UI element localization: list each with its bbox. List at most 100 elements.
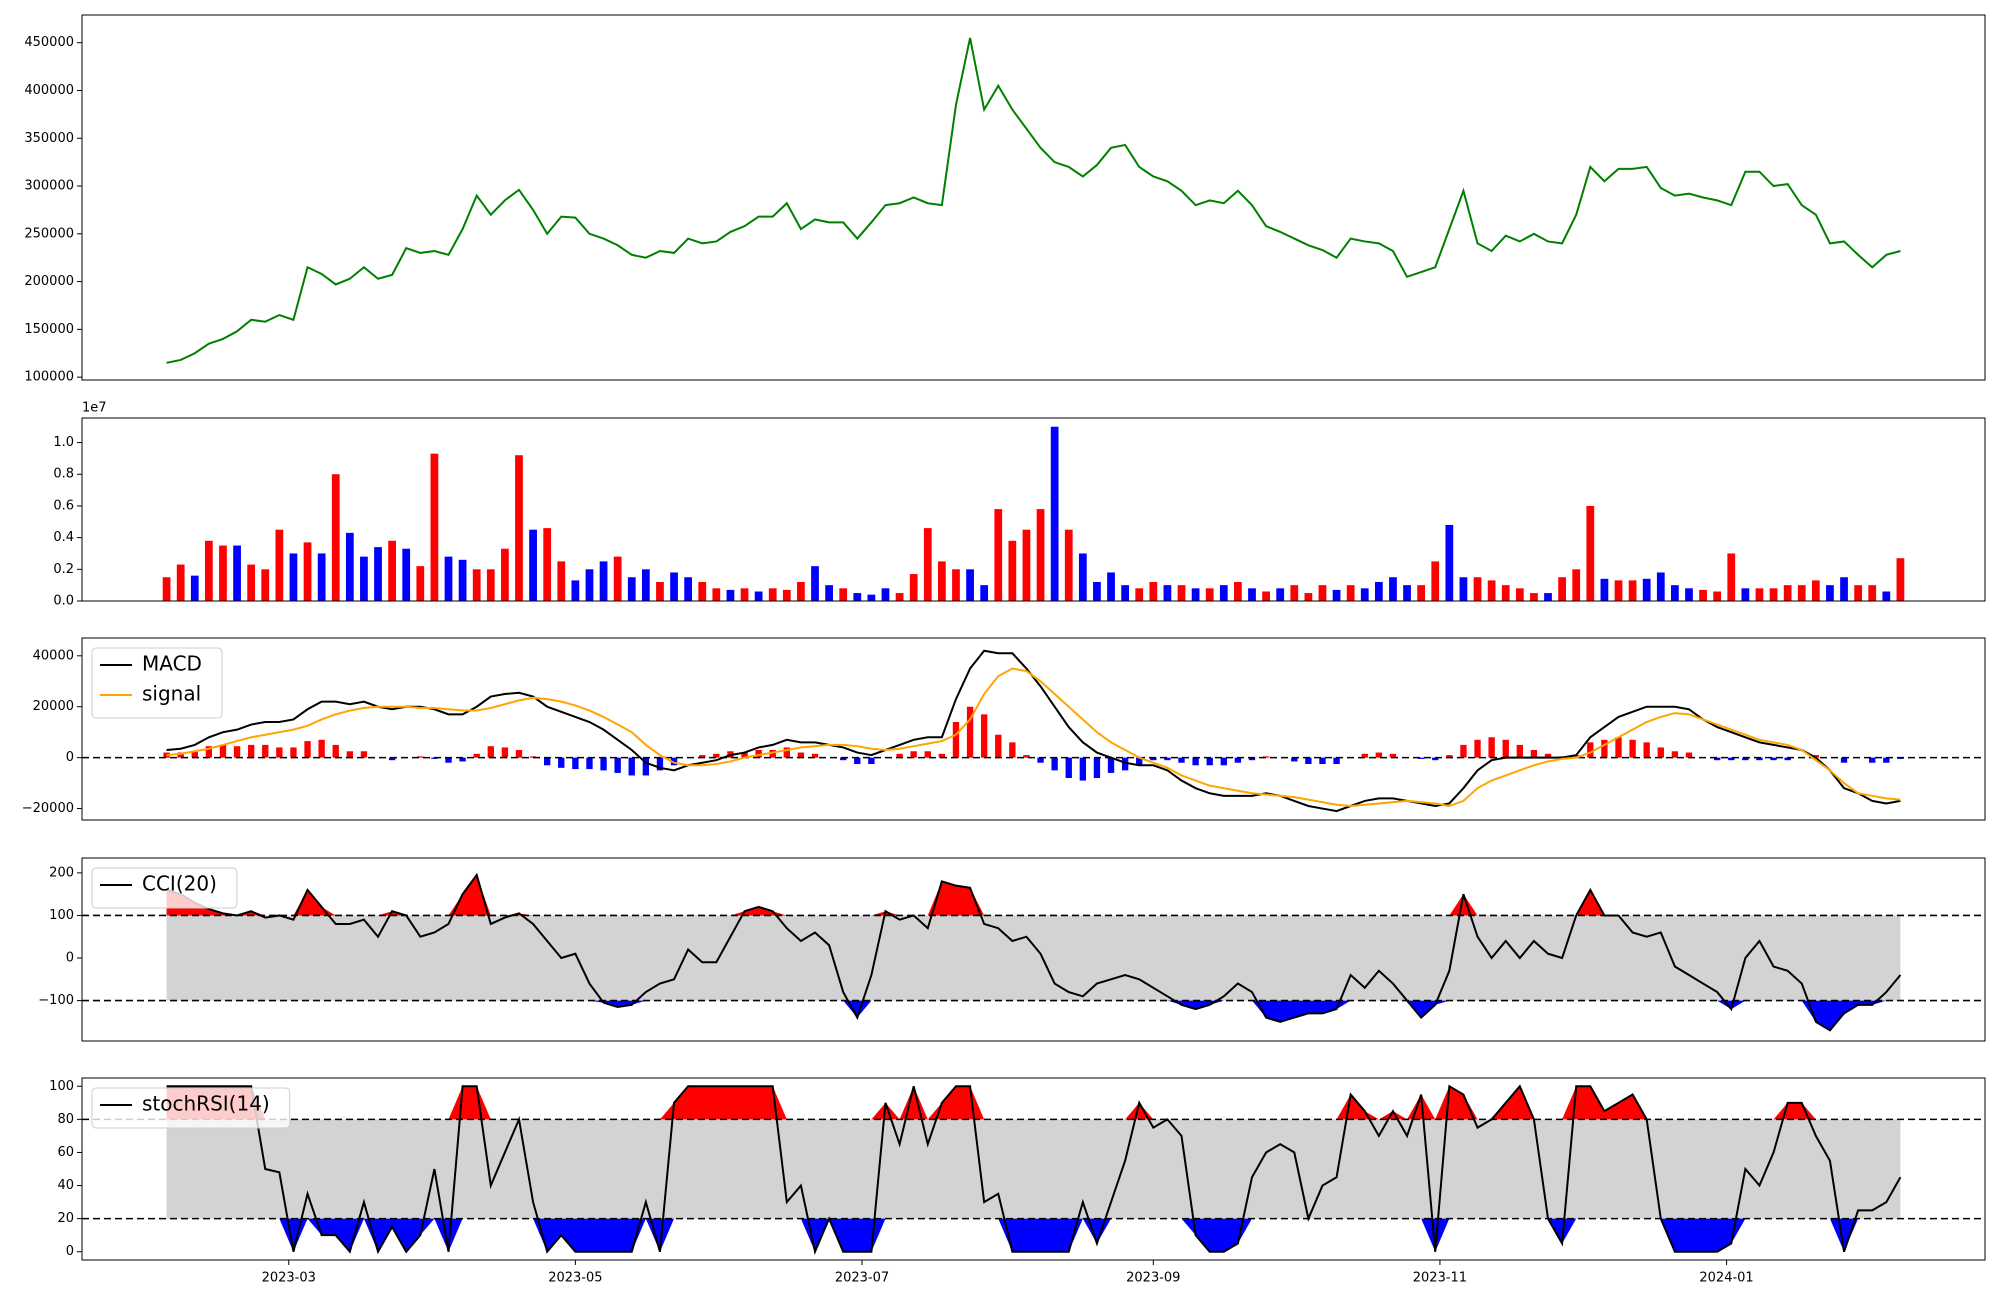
- volume-bar: [1374, 581, 1383, 601]
- histogram-bar: [1446, 755, 1453, 758]
- x-tick-label: 2023-05: [548, 1271, 602, 1286]
- histogram-bar: [1417, 757, 1425, 759]
- histogram-bar: [1065, 757, 1072, 778]
- histogram-bar: [1150, 757, 1157, 761]
- volume-bar: [768, 588, 777, 601]
- histogram-bar: [1093, 757, 1101, 778]
- histogram-bar: [1164, 757, 1171, 761]
- volume-bar: [754, 591, 763, 601]
- volume-bar: [1671, 585, 1679, 601]
- volume-bar: [1304, 593, 1313, 601]
- volume-bar: [1205, 588, 1214, 601]
- volume-bar: [1022, 529, 1031, 601]
- volume-bar: [1600, 578, 1609, 601]
- histogram-bar: [769, 750, 776, 758]
- volume-bar: [599, 561, 608, 601]
- histogram-bar: [1037, 757, 1044, 763]
- histogram-bar: [459, 757, 466, 762]
- histogram-bar: [332, 744, 339, 758]
- histogram-bar: [1516, 744, 1523, 758]
- volume-bar: [1628, 580, 1637, 601]
- y-tick-label: 0.6: [53, 498, 74, 513]
- volume-bar: [1163, 585, 1172, 601]
- histogram-bar: [628, 757, 635, 776]
- series-line: [166, 667, 1901, 808]
- volume-bar: [444, 556, 453, 601]
- histogram-bar: [318, 739, 325, 758]
- histogram-bar: [924, 751, 931, 758]
- histogram-bar: [1206, 757, 1213, 766]
- volume-bar: [1896, 558, 1905, 601]
- y-tick-label: −100: [38, 993, 74, 1008]
- volume-bar: [1078, 553, 1087, 601]
- histogram-bar: [1488, 737, 1495, 758]
- histogram-bar: [1432, 757, 1439, 761]
- histogram-bar: [1671, 751, 1679, 758]
- histogram-bar: [1770, 757, 1777, 761]
- histogram-bar: [1248, 757, 1256, 761]
- volume-bar: [684, 577, 693, 601]
- overbought-fill: [166, 875, 1901, 916]
- volume-bar: [1544, 593, 1552, 601]
- volume-bar: [204, 540, 213, 601]
- histogram-bar: [233, 746, 241, 758]
- histogram-bar: [572, 757, 579, 770]
- volume-bar: [416, 566, 425, 601]
- volume-bar: [1642, 578, 1651, 601]
- panel: MACD signal −20000 0 20000 40000: [22, 637, 1986, 821]
- volume-bar: [1149, 581, 1158, 601]
- histogram-bar: [346, 751, 354, 758]
- volume-bar: [670, 572, 678, 601]
- histogram-bar: [1121, 757, 1129, 771]
- y-tick-label: 100000: [24, 370, 74, 385]
- histogram-bar: [276, 747, 283, 758]
- histogram-bar: [1023, 755, 1030, 758]
- volume-bar: [1262, 591, 1270, 601]
- y-tick-label: 400000: [24, 83, 74, 98]
- histogram-bar: [163, 752, 170, 758]
- y-tick-label: 0: [66, 750, 74, 765]
- histogram-bar: [1643, 742, 1650, 758]
- volume-bar: [740, 588, 749, 601]
- neutral-band: [166, 915, 1901, 1001]
- histogram-bar: [755, 750, 762, 758]
- volume-bar: [1501, 585, 1510, 601]
- histogram-bar: [600, 757, 607, 771]
- legend-label: CCI(20): [142, 872, 217, 896]
- volume-bar: [317, 553, 326, 601]
- histogram-bar: [741, 752, 748, 758]
- histogram-bar: [1474, 739, 1481, 758]
- volume-bar: [1882, 591, 1891, 601]
- volume-bar: [247, 564, 256, 601]
- volume-bar: [1656, 572, 1665, 601]
- legend-box: [91, 1087, 291, 1129]
- volume-bar: [1515, 588, 1524, 601]
- legend-label: MACD: [142, 652, 202, 676]
- volume-bar: [1036, 509, 1045, 601]
- histogram-bar: [699, 755, 706, 758]
- histogram-bar: [1883, 757, 1890, 763]
- volume-bar: [867, 594, 876, 601]
- histogram-bar: [1601, 739, 1608, 758]
- volume-bar: [515, 455, 523, 601]
- volume-bar: [839, 588, 848, 601]
- volume-bar: [1346, 585, 1355, 601]
- histogram-bar: [1784, 757, 1791, 761]
- histogram-bar: [1079, 757, 1087, 781]
- panel: 1e7 0.0 0.2 0.4 0.6 0.8 1.0: [53, 401, 1986, 609]
- x-tick-label: 2023-09: [1126, 1271, 1180, 1286]
- volume-bar: [1219, 585, 1228, 601]
- y-tick-label: 0: [66, 951, 74, 966]
- histogram-bar: [1685, 752, 1693, 758]
- legend: stochRSI(14): [91, 1087, 291, 1129]
- volume-bar: [923, 528, 932, 601]
- volume-bar: [1473, 577, 1482, 601]
- histogram-bar: [1812, 755, 1820, 758]
- histogram-bar: [1319, 757, 1326, 764]
- volume-bar: [1431, 561, 1440, 601]
- histogram-bar: [205, 746, 213, 758]
- volume-bar: [261, 569, 270, 601]
- volume-bar: [176, 564, 185, 601]
- volume-bar: [1783, 585, 1792, 601]
